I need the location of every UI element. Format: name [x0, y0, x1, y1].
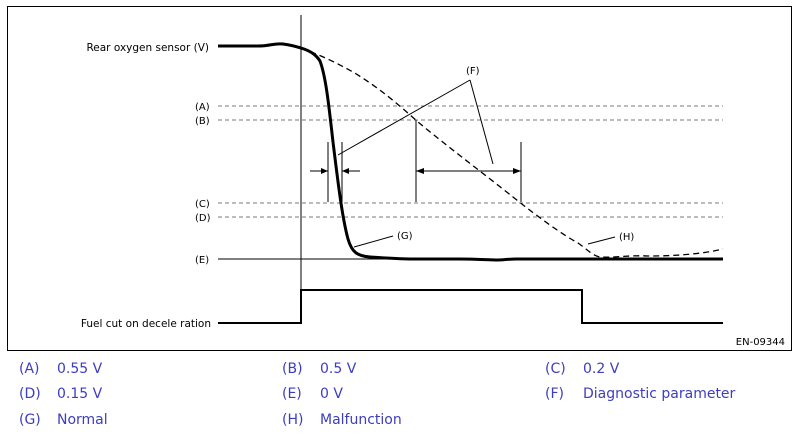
diagram-canvas: Rear oxygen sensor (V) Fuel cut on decel… [81, 15, 785, 348]
legend-item-a: (A) 0.55 V [19, 361, 102, 377]
legend-text: Normal [57, 412, 108, 428]
legend-code: (A) [19, 361, 40, 377]
normal-interval-arrowhead-right [342, 168, 349, 174]
malfunction-interval-arrowhead-left [416, 168, 424, 174]
legend-text: 0 V [320, 386, 343, 402]
level-c-label: (C) [195, 199, 210, 210]
legend-item-f: (F) Diagnostic parameter [545, 386, 735, 402]
sensor-diagram: Rear oxygen sensor (V) Fuel cut on decel… [7, 6, 792, 351]
callout-g-label: (G) [397, 231, 413, 242]
normal-interval-arrowhead-left [321, 168, 328, 174]
callout-f-label: (F) [466, 66, 480, 77]
legend-code: (C) [545, 361, 566, 377]
legend-text: Diagnostic parameter [583, 386, 736, 402]
legend-item-b: (B) 0.5 V [282, 361, 356, 377]
figure-id: EN-09344 [736, 337, 785, 348]
fuel-cut-label: Fuel cut on decele ration [81, 318, 211, 330]
callout-g-leader [353, 235, 394, 248]
legend-text: 0.55 V [57, 361, 103, 377]
malfunction-sensor-curve [290, 45, 724, 258]
legend-item-e: (E) 0 V [282, 386, 343, 402]
level-b-label: (B) [195, 116, 210, 127]
legend-code: (F) [545, 386, 564, 402]
legend-code: (G) [19, 412, 41, 428]
legend-item-g: (G) Normal [19, 412, 108, 428]
legend-code: (E) [282, 386, 302, 402]
legend-text: 0.2 V [583, 361, 620, 377]
level-a-label: (A) [195, 102, 210, 113]
legend-item-c: (C) 0.2 V [545, 361, 619, 377]
legend-code: (B) [282, 361, 303, 377]
legend-code: (H) [282, 412, 304, 428]
legend-item-h: (H) Malfunction [282, 412, 402, 428]
level-d-label: (D) [195, 213, 211, 224]
callout-h-label: (H) [619, 232, 634, 243]
legend-item-d: (D) 0.15 V [19, 386, 102, 402]
malfunction-interval-arrowhead-right [513, 168, 521, 174]
fuel-cut-signal [218, 289, 723, 324]
legend-text: 0.5 V [320, 361, 357, 377]
legend-text: Malfunction [320, 412, 402, 428]
callout-h-leader [587, 236, 616, 245]
callout-f-leader-malfunction [469, 79, 494, 165]
legend-text: 0.15 V [57, 386, 103, 402]
rear-o2-label: Rear oxygen sensor (V) [86, 42, 209, 54]
legend: (A) 0.55 V (B) 0.5 V (C) 0.2 V (D) 0.15 V (E… [0, 357, 799, 437]
legend-code: (D) [19, 386, 41, 402]
callout-f-leader-normal [337, 79, 471, 156]
level-e-label: (E) [195, 255, 209, 266]
